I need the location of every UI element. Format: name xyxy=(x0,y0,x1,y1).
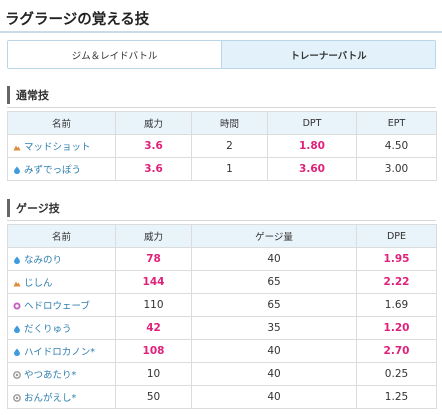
move-name-link[interactable]: みずでっぽう xyxy=(24,165,82,176)
battle-mode-tabs: ジム＆レイドバトル トレーナーバトル xyxy=(7,40,436,69)
move-dpe-cell: 1.25 xyxy=(356,385,437,409)
move-power-cell: 110 xyxy=(115,293,192,317)
water-type-icon xyxy=(13,348,21,356)
table-row: ヘドロウェーブ 110 65 1.69 xyxy=(7,293,437,317)
move-power-cell: 3.6 xyxy=(115,157,192,181)
move-power-cell: 50 xyxy=(115,385,192,409)
col-energy: ゲージ量 xyxy=(191,224,357,248)
col-power: 威力 xyxy=(115,224,192,248)
normal-type-icon xyxy=(13,371,21,379)
col-power: 威力 xyxy=(115,111,192,135)
move-name-cell: やつあたり* xyxy=(7,362,116,386)
table-header-row: 名前 威力 時間 DPT EPT xyxy=(7,111,437,135)
water-type-icon xyxy=(13,166,21,174)
move-energy-cell: 40 xyxy=(191,247,357,271)
move-dpt-cell: 1.80 xyxy=(267,134,357,158)
table-row: マッドショット 3.6 2 1.80 4.50 xyxy=(7,134,437,158)
move-energy-cell: 65 xyxy=(191,293,357,317)
ground-type-icon xyxy=(13,143,21,151)
charged-moves-table: 名前 威力 ゲージ量 DPE なみのり 78 40 1.95 じしん 144 65 2.22 ヘ… xyxy=(7,224,437,409)
move-time-cell: 2 xyxy=(191,134,268,158)
fast-moves-heading-text: 通常技 xyxy=(16,89,49,102)
move-dpe-cell: 2.22 xyxy=(356,270,437,294)
section-divider xyxy=(7,220,436,221)
move-ept-cell: 4.50 xyxy=(356,134,437,158)
move-dpe-cell: 1.95 xyxy=(356,247,437,271)
move-name-link[interactable]: やつあたり* xyxy=(24,370,77,381)
move-dpe-cell: 1.69 xyxy=(356,293,437,317)
move-power-cell: 108 xyxy=(115,339,192,363)
water-type-icon xyxy=(13,256,21,264)
table-header-row: 名前 威力 ゲージ量 DPE xyxy=(7,224,437,248)
move-name-cell: なみのり xyxy=(7,247,116,271)
tab-gym-raid[interactable]: ジム＆レイドバトル xyxy=(8,41,221,68)
col-ept: EPT xyxy=(356,111,437,135)
move-dpe-cell: 2.70 xyxy=(356,339,437,363)
table-row: ハイドロカノン* 108 40 2.70 xyxy=(7,339,437,363)
col-name: 名前 xyxy=(7,111,116,135)
table-row: じしん 144 65 2.22 xyxy=(7,270,437,294)
charged-moves-heading: ゲージ技 xyxy=(7,199,436,221)
poison-type-icon xyxy=(13,302,21,310)
move-power-cell: 144 xyxy=(115,270,192,294)
move-name-cell: おんがえし* xyxy=(7,385,116,409)
move-name-link[interactable]: おんがえし* xyxy=(24,393,77,404)
move-name-cell: ヘドロウェーブ xyxy=(7,293,116,317)
move-name-cell: マッドショット xyxy=(7,134,116,158)
col-dpt: DPT xyxy=(267,111,357,135)
charged-moves-heading-text: ゲージ技 xyxy=(16,202,60,215)
move-dpt-cell: 3.60 xyxy=(267,157,357,181)
table-row: だくりゅう 42 35 1.20 xyxy=(7,316,437,340)
move-name-link[interactable]: なみのり xyxy=(24,255,63,266)
move-power-cell: 78 xyxy=(115,247,192,271)
normal-type-icon xyxy=(13,394,21,402)
col-dpe: DPE xyxy=(356,224,437,248)
water-type-icon xyxy=(13,325,21,333)
move-energy-cell: 40 xyxy=(191,339,357,363)
page-title: ラグラージの覚える技 xyxy=(5,12,150,28)
move-power-cell: 10 xyxy=(115,362,192,386)
move-name-link[interactable]: じしん xyxy=(24,278,53,289)
move-energy-cell: 40 xyxy=(191,385,357,409)
move-name-link[interactable]: ハイドロカノン* xyxy=(24,347,96,358)
table-row: みずでっぽう 3.6 1 3.60 3.00 xyxy=(7,157,437,181)
table-row: やつあたり* 10 40 0.25 xyxy=(7,362,437,386)
title-divider xyxy=(0,31,442,33)
move-name-link[interactable]: ヘドロウェーブ xyxy=(24,301,90,312)
tab-trainer-battle[interactable]: トレーナーバトル xyxy=(221,41,435,68)
move-name-cell: じしん xyxy=(7,270,116,294)
col-time: 時間 xyxy=(191,111,268,135)
move-time-cell: 1 xyxy=(191,157,268,181)
move-ept-cell: 3.00 xyxy=(356,157,437,181)
ground-type-icon xyxy=(13,279,21,287)
move-energy-cell: 35 xyxy=(191,316,357,340)
move-power-cell: 42 xyxy=(115,316,192,340)
move-dpe-cell: 1.20 xyxy=(356,316,437,340)
move-energy-cell: 65 xyxy=(191,270,357,294)
move-energy-cell: 40 xyxy=(191,362,357,386)
move-name-link[interactable]: だくりゅう xyxy=(24,324,72,335)
move-name-cell: みずでっぽう xyxy=(7,157,116,181)
move-name-cell: ハイドロカノン* xyxy=(7,339,116,363)
move-power-cell: 3.6 xyxy=(115,134,192,158)
fast-moves-heading: 通常技 xyxy=(7,86,436,108)
table-row: なみのり 78 40 1.95 xyxy=(7,247,437,271)
move-dpe-cell: 0.25 xyxy=(356,362,437,386)
table-row: おんがえし* 50 40 1.25 xyxy=(7,385,437,409)
col-name: 名前 xyxy=(7,224,116,248)
move-name-cell: だくりゅう xyxy=(7,316,116,340)
fast-moves-table: 名前 威力 時間 DPT EPT マッドショット 3.6 2 1.80 4.50 みずでっ… xyxy=(7,111,437,181)
section-divider xyxy=(7,107,436,108)
move-name-link[interactable]: マッドショット xyxy=(24,142,91,153)
